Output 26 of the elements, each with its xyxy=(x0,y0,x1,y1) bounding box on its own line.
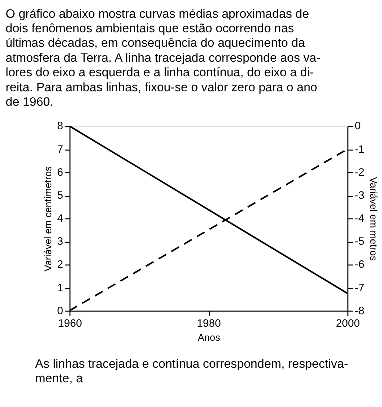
y2-axis-title: Variável em metros xyxy=(367,177,378,262)
y2-tick-label: -2 xyxy=(354,166,365,179)
y-tick-label: 3 xyxy=(57,236,64,248)
y-tick-label: 2 xyxy=(57,259,64,272)
y2-tick-label: -4 xyxy=(354,213,365,226)
y-tick-label: 7 xyxy=(57,144,64,156)
x-tick-label: 1960 xyxy=(58,318,82,330)
y-tick-label: 6 xyxy=(57,166,64,179)
y2-tick-label: -3 xyxy=(354,190,365,202)
y-tick-label: 0 xyxy=(57,305,64,318)
x-tick-label: 1980 xyxy=(197,318,222,330)
x-tick-label: 2000 xyxy=(336,318,360,330)
y-axis-title: Variável em centímetros xyxy=(43,166,54,272)
y-tick-label: 5 xyxy=(57,190,64,202)
y-tick-label: 1 xyxy=(57,282,64,294)
y2-tick-label: -5 xyxy=(354,236,365,248)
y2-tick-label: -8 xyxy=(354,305,365,318)
y2-tick-label: -1 xyxy=(354,144,365,156)
chart-title: O gráfico abaixo mostra curvas médias aproximadas de dois fenômenos ambientais que estão ocorrendo nas últimas décadas, em consequência do aquecimento da atmosfera da Terra. A linha tracejada corresponde aos va- lores do eixo a esquerda e a linha contínua, do eixo a di- reita. Para ambas linhas, fixou-se o valor zero para o ano de 1960. xyxy=(6,6,321,110)
y2-tick-label: -7 xyxy=(354,282,365,294)
x-axis-title: Anos xyxy=(198,332,220,344)
y-tick-label: 4 xyxy=(57,213,64,226)
y2-tick-label: -6 xyxy=(354,259,365,272)
y-tick-label: 8 xyxy=(57,120,64,133)
text: As linhas tracejada e contínua correspondem, respectiva- mente, a xyxy=(35,356,348,386)
y2-tick-label: 0 xyxy=(354,120,362,133)
